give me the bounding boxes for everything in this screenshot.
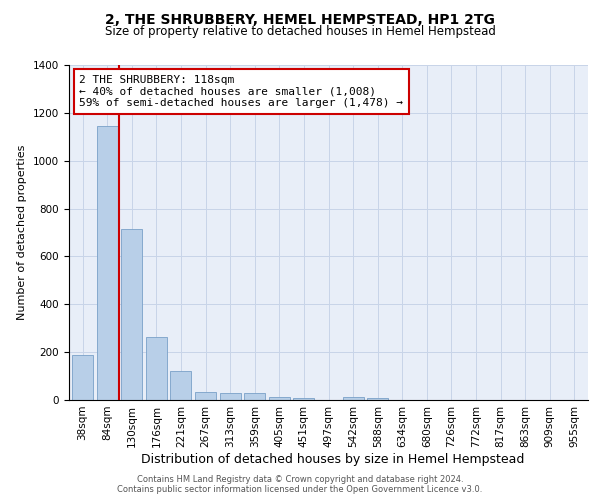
Text: 2, THE SHRUBBERY, HEMEL HEMPSTEAD, HP1 2TG: 2, THE SHRUBBERY, HEMEL HEMPSTEAD, HP1 2… [105,12,495,26]
Bar [121,229,142,400]
Text: Contains public sector information licensed under the Open Government Licence v3: Contains public sector information licen… [118,485,482,494]
Bar [367,398,388,400]
Bar [343,396,364,400]
Bar [146,337,167,400]
Bar [293,398,314,400]
Bar [220,394,241,400]
Y-axis label: Number of detached properties: Number of detached properties [17,145,28,320]
Text: Size of property relative to detached houses in Hemel Hempstead: Size of property relative to detached ho… [104,25,496,38]
Bar [244,394,265,400]
Text: Distribution of detached houses by size in Hemel Hempstead: Distribution of detached houses by size … [142,452,524,466]
Text: Contains HM Land Registry data © Crown copyright and database right 2024.: Contains HM Land Registry data © Crown c… [137,475,463,484]
Text: 2 THE SHRUBBERY: 118sqm
← 40% of detached houses are smaller (1,008)
59% of semi: 2 THE SHRUBBERY: 118sqm ← 40% of detache… [79,75,403,108]
Bar [97,126,118,400]
Bar [269,396,290,400]
Bar [72,354,93,400]
Bar [195,392,216,400]
Bar [170,372,191,400]
